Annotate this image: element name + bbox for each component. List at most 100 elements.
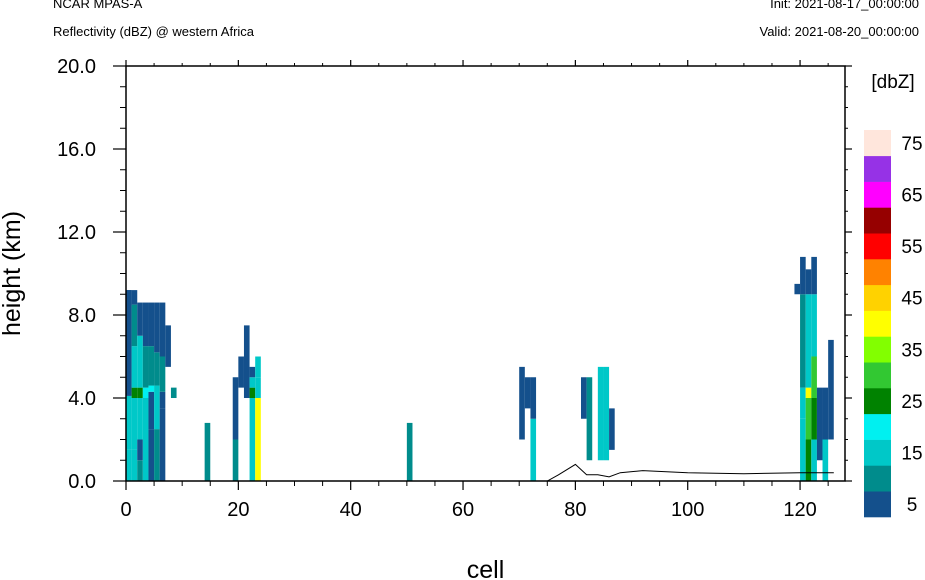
y-axis: 0.0 4.0 8.0 12.0 16.0 20.0	[57, 56, 852, 493]
init-time: Init: 2021-08-17_00:00:00	[770, 0, 919, 11]
reflectivity-cell	[131, 398, 138, 450]
reflectivity-cell	[530, 377, 537, 419]
reflectivity-cell	[148, 385, 155, 392]
y-tick-label: 12.0	[57, 222, 96, 244]
reflectivity-cell	[148, 346, 155, 386]
reflectivity-cell	[142, 439, 149, 481]
reflectivity-cell	[148, 391, 155, 430]
model-name: NCAR MPAS-A	[53, 0, 143, 11]
reflectivity-cell	[811, 398, 817, 440]
reflectivity-cell	[249, 366, 256, 378]
reflectivity-cell	[811, 294, 817, 357]
reflectivity-cell	[159, 302, 166, 357]
reflectivity-cell	[170, 387, 177, 399]
colorbar-box	[864, 259, 891, 286]
reflectivity-cell	[238, 356, 244, 388]
reflectivity-cell	[159, 356, 166, 392]
reflectivity-cell	[800, 294, 806, 388]
reflectivity-cell	[249, 387, 256, 399]
reflectivity-cell	[142, 387, 149, 399]
reflectivity-cell	[232, 439, 239, 481]
y-tick-label: 16.0	[57, 139, 96, 161]
reflectivity-cell	[249, 398, 256, 481]
colorbar-label: 75	[901, 134, 922, 155]
reflectivity-cell	[126, 387, 132, 396]
reflectivity-cell	[154, 398, 160, 430]
colorbar-box	[864, 310, 891, 337]
reflectivity-cell	[406, 422, 413, 481]
reflectivity-cell	[243, 325, 250, 399]
colorbar-unit: [dbZ]	[871, 72, 914, 93]
x-tick-label: 0	[120, 499, 131, 521]
reflectivity-cell	[148, 429, 155, 482]
x-tick-label: 20	[227, 499, 249, 521]
colorbar-label: 35	[901, 340, 922, 361]
x-tick-label: 80	[564, 499, 586, 521]
reflectivity-cell	[142, 346, 149, 388]
terrain-line	[126, 463, 834, 482]
reflectivity-cells	[126, 256, 834, 482]
reflectivity-cell	[159, 391, 166, 409]
reflectivity-cell	[137, 398, 143, 440]
reflectivity-cell	[148, 302, 155, 347]
y-tick-label: 0.0	[68, 471, 96, 493]
reflectivity-cell	[811, 439, 817, 481]
reflectivity-cell	[137, 387, 143, 399]
reflectivity-cell	[137, 335, 143, 388]
colorbar-box	[864, 284, 891, 311]
colorbar: 5 15 25 35 45 55 65 75	[864, 130, 923, 518]
reflectivity-cell	[249, 377, 256, 388]
reflectivity-cell	[131, 290, 138, 305]
reflectivity-cell	[255, 377, 261, 398]
y-tick-label: 4.0	[68, 388, 96, 410]
colorbar-box	[864, 439, 891, 466]
colorbar-box	[864, 336, 891, 363]
reflectivity-cell	[165, 325, 171, 367]
reflectivity-cell	[603, 366, 610, 461]
reflectivity-cell	[137, 302, 143, 336]
reflectivity-cell	[159, 408, 166, 482]
colorbar-box	[864, 491, 891, 518]
reflectivity-cell	[530, 418, 537, 481]
colorbar-label: 15	[901, 444, 922, 465]
reflectivity-cell	[580, 377, 587, 419]
reflectivity-cell	[126, 395, 132, 450]
valid-time: Valid: 2021-08-20_00:00:00	[759, 24, 920, 39]
colorbar-label: 25	[901, 392, 922, 413]
colorbar-label: 5	[907, 495, 918, 516]
reflectivity-cell	[811, 356, 817, 398]
reflectivity-cell	[255, 356, 261, 378]
reflectivity-cell	[805, 398, 812, 440]
reflectivity-cell	[131, 449, 138, 482]
reflectivity-cell	[154, 352, 160, 386]
reflectivity-cell	[137, 460, 143, 481]
reflectivity-cell	[131, 387, 138, 399]
field-title: Reflectivity (dBZ) @ western Africa	[53, 24, 255, 39]
reflectivity-cell	[597, 366, 604, 461]
colorbar-box	[864, 362, 891, 389]
reflectivity-cell	[154, 429, 160, 482]
reflectivity-cell	[142, 302, 149, 347]
reflectivity-cell	[131, 304, 138, 347]
reflectivity-cell	[816, 387, 823, 461]
colorbar-box	[864, 413, 891, 440]
reflectivity-cell	[805, 439, 812, 481]
reflectivity-cell	[800, 256, 806, 295]
x-tick-label: 120	[783, 499, 816, 521]
reflectivity-cell	[154, 385, 160, 398]
reflectivity-cell	[131, 346, 138, 388]
reflectivity-cell	[609, 408, 615, 450]
x-tick-label: 40	[340, 499, 362, 521]
colorbar-box	[864, 130, 891, 157]
reflectivity-cell	[142, 398, 149, 440]
reflectivity-cell	[126, 449, 132, 482]
colorbar-box	[864, 155, 891, 182]
colorbar-box	[864, 465, 891, 492]
reflectivity-cell	[204, 422, 211, 481]
reflectivity-cell	[800, 418, 806, 481]
reflectivity-cell	[232, 377, 239, 440]
y-tick-label: 8.0	[68, 305, 96, 327]
colorbar-box	[864, 207, 891, 234]
reflectivity-cell	[805, 387, 812, 399]
